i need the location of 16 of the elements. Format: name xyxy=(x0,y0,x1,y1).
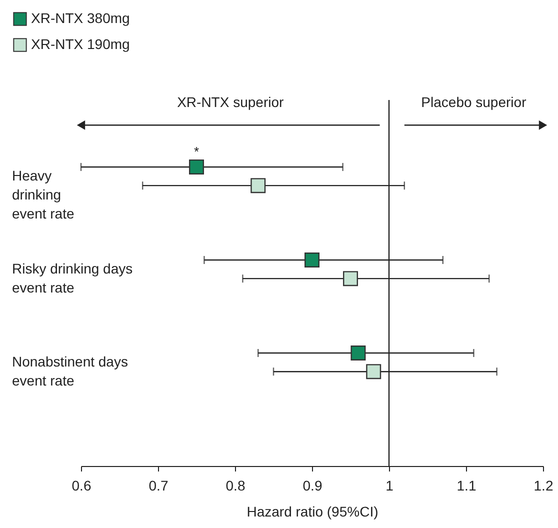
annotation: XR-NTX superior xyxy=(177,94,284,110)
x-tick-label: 1.1 xyxy=(456,478,476,494)
x-tick-label: 0.9 xyxy=(302,478,322,494)
y-tick-label: Risky drinking days event rate xyxy=(12,260,133,296)
x-tick-label: 0.6 xyxy=(72,478,92,494)
legend-label: XR-NTX 190mg xyxy=(31,36,130,52)
x-tick-label: 1.2 xyxy=(534,478,554,494)
y-tick-label: Heavy drinking event rate xyxy=(12,167,74,222)
x-axis-title: Hazard ratio (95%CI) xyxy=(246,504,378,520)
y-tick-label: Nonabstinent days event rate xyxy=(12,353,128,388)
annotation: Placebo superior xyxy=(421,94,527,110)
x-tick-label: 0.7 xyxy=(148,478,168,494)
annotation: * xyxy=(194,144,200,159)
legend-label: XR-NTX 380mg xyxy=(31,10,130,26)
x-tick-label: 1 xyxy=(386,478,394,494)
x-tick-label: 0.8 xyxy=(226,478,246,494)
